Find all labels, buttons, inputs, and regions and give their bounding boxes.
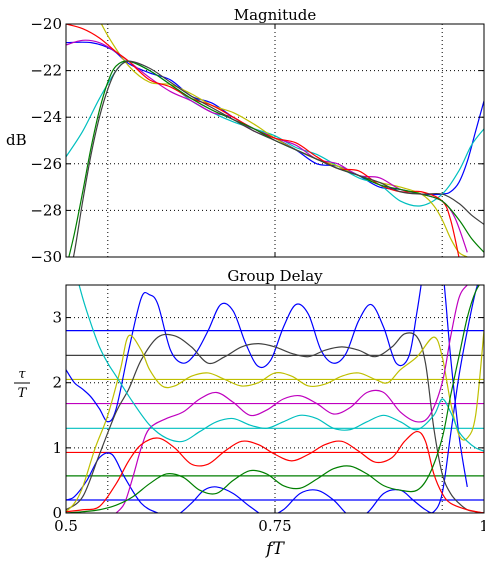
y-tick-label: 2 bbox=[52, 374, 62, 392]
x-tick-label: 1 bbox=[479, 517, 485, 535]
ylabel-denominator: T bbox=[18, 386, 28, 401]
series-line bbox=[66, 24, 460, 257]
y-tick-label: 3 bbox=[52, 309, 62, 327]
y-tick-label: −28 bbox=[30, 201, 62, 219]
series-line bbox=[66, 285, 468, 488]
series-line bbox=[66, 39, 468, 253]
group-delay-xlabel: fT bbox=[264, 539, 285, 559]
series-line bbox=[66, 332, 484, 513]
group-delay-ylabel: τ T bbox=[14, 367, 30, 401]
group-delay-title: Group Delay bbox=[227, 267, 323, 285]
series-line bbox=[66, 285, 479, 513]
ylabel-numerator: τ bbox=[18, 367, 26, 382]
series-line bbox=[66, 330, 484, 513]
series-line bbox=[115, 285, 469, 513]
series-line bbox=[100, 24, 468, 257]
series-line bbox=[66, 285, 480, 513]
y-tick-label: −20 bbox=[30, 15, 62, 33]
magnitude-title: Magnitude bbox=[234, 6, 317, 24]
group-delay-grid bbox=[66, 285, 484, 513]
series-line bbox=[78, 285, 484, 452]
magnitude-y-ticks: −30 −28 −26 −24 −22 −20 bbox=[30, 15, 485, 266]
y-tick-label: −22 bbox=[30, 62, 62, 80]
series-line bbox=[66, 41, 484, 196]
series-line bbox=[66, 430, 484, 513]
group-delay-series bbox=[66, 285, 484, 513]
y-tick-label: −24 bbox=[30, 108, 62, 126]
y-tick-label: 0 bbox=[52, 504, 62, 522]
group-delay-x-ticks: 0.5 0.75 1 bbox=[54, 517, 485, 535]
y-tick-label: −30 bbox=[30, 248, 62, 266]
y-tick-label: −26 bbox=[30, 155, 62, 173]
group-delay-y-ticks: 0 1 2 3 bbox=[52, 285, 485, 522]
magnitude-panel: Magnitude −30 −28 −26 −24 −22 −20 dB bbox=[6, 6, 485, 266]
group-delay-panel: Group Delay 0 1 2 3 0.5 0.75 1 τ T fT bbox=[14, 267, 485, 559]
x-tick-label: 0.75 bbox=[258, 517, 291, 535]
group-delay-reference-lines bbox=[66, 330, 484, 501]
magnitude-series bbox=[66, 24, 484, 257]
magnitude-ylabel: dB bbox=[6, 131, 27, 149]
group-delay-axes-frame bbox=[65, 284, 485, 514]
series-line bbox=[72, 60, 484, 257]
x-tick-label: 0.5 bbox=[54, 517, 78, 535]
y-tick-label: 1 bbox=[52, 439, 62, 457]
